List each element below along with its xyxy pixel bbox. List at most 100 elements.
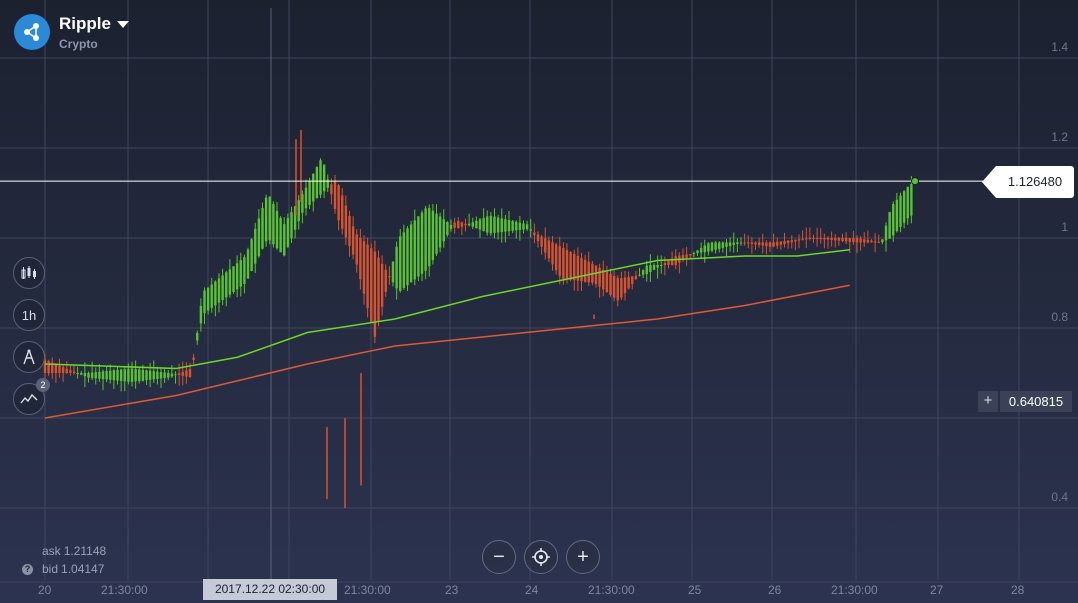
candle-body xyxy=(779,241,783,245)
drawing-tools-button[interactable] xyxy=(13,341,45,373)
indicators-icon xyxy=(20,393,38,404)
candle-body xyxy=(743,242,746,244)
x-axis-label: 21:30:00 xyxy=(101,583,148,597)
candle-body xyxy=(660,265,663,266)
candle-body xyxy=(94,372,97,379)
candle-body xyxy=(167,372,170,378)
candle-body xyxy=(612,275,616,298)
candle-body xyxy=(322,164,326,192)
candle-body xyxy=(460,222,464,227)
candle-body xyxy=(783,240,786,244)
y-axis-label: 0.8 xyxy=(1051,310,1068,324)
candle-body xyxy=(337,185,340,221)
current-price-tag: 1.126480 xyxy=(982,166,1074,198)
chevron-down-icon[interactable] xyxy=(116,20,129,28)
candle-body xyxy=(348,215,351,246)
candle-body xyxy=(794,239,797,242)
candle-body xyxy=(58,365,61,373)
candle-body xyxy=(739,242,743,244)
candle-body xyxy=(554,244,558,271)
candle-body xyxy=(272,203,275,245)
timeframe-button[interactable]: 1h xyxy=(13,299,45,331)
candle-body xyxy=(435,213,438,254)
candle-body xyxy=(290,212,293,239)
candle-body xyxy=(656,265,659,268)
candle-body xyxy=(892,203,895,236)
candle-body xyxy=(826,238,830,240)
candle-body xyxy=(757,242,761,246)
candle-body xyxy=(747,242,750,244)
candle-body xyxy=(69,370,72,373)
help-icon[interactable]: ? xyxy=(22,563,33,575)
candle-body xyxy=(540,236,543,247)
candle-body xyxy=(174,374,177,376)
chart-type-button[interactable] xyxy=(13,257,45,289)
candle-body xyxy=(830,238,833,241)
candle-body xyxy=(808,238,812,239)
candle-body xyxy=(888,212,891,239)
candle-body xyxy=(605,271,609,293)
candle-body xyxy=(293,206,297,230)
candle-body xyxy=(344,205,348,238)
candle-body xyxy=(87,372,90,378)
candle-body xyxy=(188,369,192,378)
candle-body xyxy=(663,262,667,265)
add-alert-button[interactable]: + xyxy=(978,391,998,412)
candle-body xyxy=(326,179,329,188)
candle-body xyxy=(863,239,866,243)
candle-body xyxy=(384,269,387,292)
candle-body xyxy=(471,222,474,227)
bid-value: 1.04147 xyxy=(61,562,105,576)
candle-body xyxy=(689,254,692,256)
candle-body xyxy=(449,225,453,229)
candle-body xyxy=(119,369,123,381)
candlestick-icon xyxy=(21,266,36,279)
plus-icon: + xyxy=(577,545,589,568)
candle-body xyxy=(797,239,801,241)
candle-body xyxy=(609,273,612,295)
candle-body xyxy=(225,272,228,298)
candle-body xyxy=(170,373,174,377)
candle-body xyxy=(355,234,358,265)
asset-selector[interactable]: Ripple Crypto xyxy=(14,14,129,51)
y-axis-label: 1 xyxy=(1061,220,1068,234)
zoom-out-button[interactable]: − xyxy=(482,540,516,574)
candle-body xyxy=(602,269,605,290)
candle-body xyxy=(674,256,677,265)
candle-body xyxy=(866,239,870,243)
candle-body xyxy=(61,367,65,373)
ripple-logo-icon xyxy=(14,14,50,50)
crosshair-icon xyxy=(532,548,550,566)
recenter-button[interactable] xyxy=(524,540,558,574)
candle-body xyxy=(235,263,239,290)
candle-body xyxy=(362,241,366,294)
candle-body xyxy=(319,160,322,195)
candle-body xyxy=(670,258,674,265)
candle-body xyxy=(380,263,384,307)
candle-body xyxy=(141,369,145,381)
candle-body xyxy=(72,371,76,373)
candle-body xyxy=(870,240,873,243)
candle-body xyxy=(696,250,699,254)
zoom-controls: − + xyxy=(482,540,608,574)
candle-body xyxy=(243,257,246,285)
candle-body xyxy=(620,278,623,298)
candle-body xyxy=(754,242,757,245)
zoom-in-button[interactable]: + xyxy=(566,540,600,574)
candle-body xyxy=(536,234,540,241)
candle-body xyxy=(388,276,391,278)
candle-body xyxy=(801,238,804,240)
candle-body xyxy=(486,216,489,233)
candle-body xyxy=(377,257,380,322)
asset-name: Ripple xyxy=(59,14,129,34)
x-axis-label: 27 xyxy=(930,583,944,597)
candle-body xyxy=(214,281,217,306)
candle-body xyxy=(341,195,344,229)
candle-body xyxy=(906,186,909,219)
candle-body xyxy=(544,238,547,253)
candle-body xyxy=(105,371,108,380)
indicators-button[interactable]: 2 xyxy=(13,378,50,415)
candle-body xyxy=(239,260,242,287)
cursor-price-row: + 0.640815 xyxy=(978,391,1072,412)
